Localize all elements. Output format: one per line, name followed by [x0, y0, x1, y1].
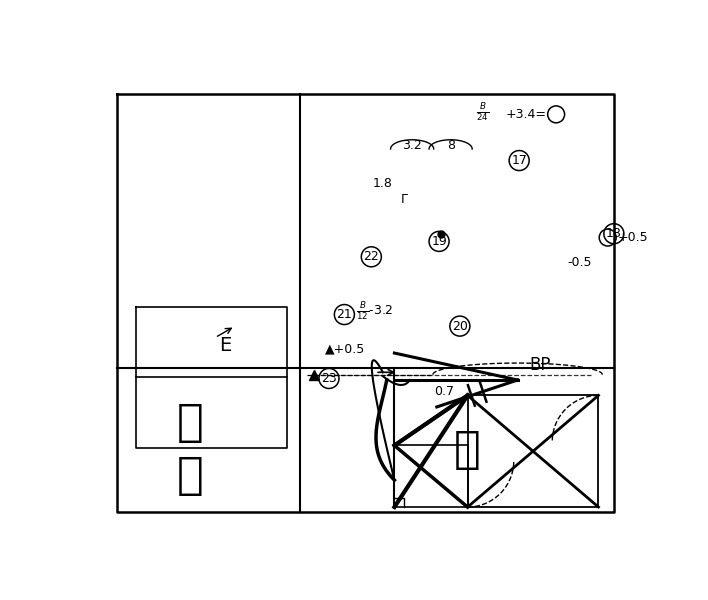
Text: 17: 17	[511, 154, 527, 167]
Text: 19: 19	[431, 235, 447, 248]
Text: 後
ろ: 後 ろ	[177, 401, 204, 497]
Text: 21: 21	[336, 308, 353, 321]
Text: ▲+0.5: ▲+0.5	[325, 343, 365, 356]
Text: 22: 22	[363, 250, 379, 263]
Text: 前: 前	[455, 428, 481, 471]
Text: $\frac{B}{12}$-3.2: $\frac{B}{12}$-3.2	[356, 300, 393, 322]
Text: +3.4=: +3.4=	[506, 108, 547, 121]
Text: E: E	[219, 336, 231, 355]
Text: 3.2: 3.2	[402, 139, 422, 152]
Text: 1.8: 1.8	[373, 177, 393, 190]
Text: 0.7: 0.7	[435, 385, 455, 398]
Text: 20: 20	[452, 320, 468, 332]
Text: -0.5: -0.5	[568, 256, 592, 269]
Text: BP: BP	[529, 356, 551, 374]
Text: Γ: Γ	[401, 193, 408, 206]
Text: 23: 23	[321, 372, 337, 385]
Text: +0.5: +0.5	[617, 231, 649, 244]
Text: $\frac{B}{24}$: $\frac{B}{24}$	[476, 101, 489, 123]
Text: 18: 18	[606, 227, 622, 240]
Text: 8: 8	[447, 139, 455, 152]
